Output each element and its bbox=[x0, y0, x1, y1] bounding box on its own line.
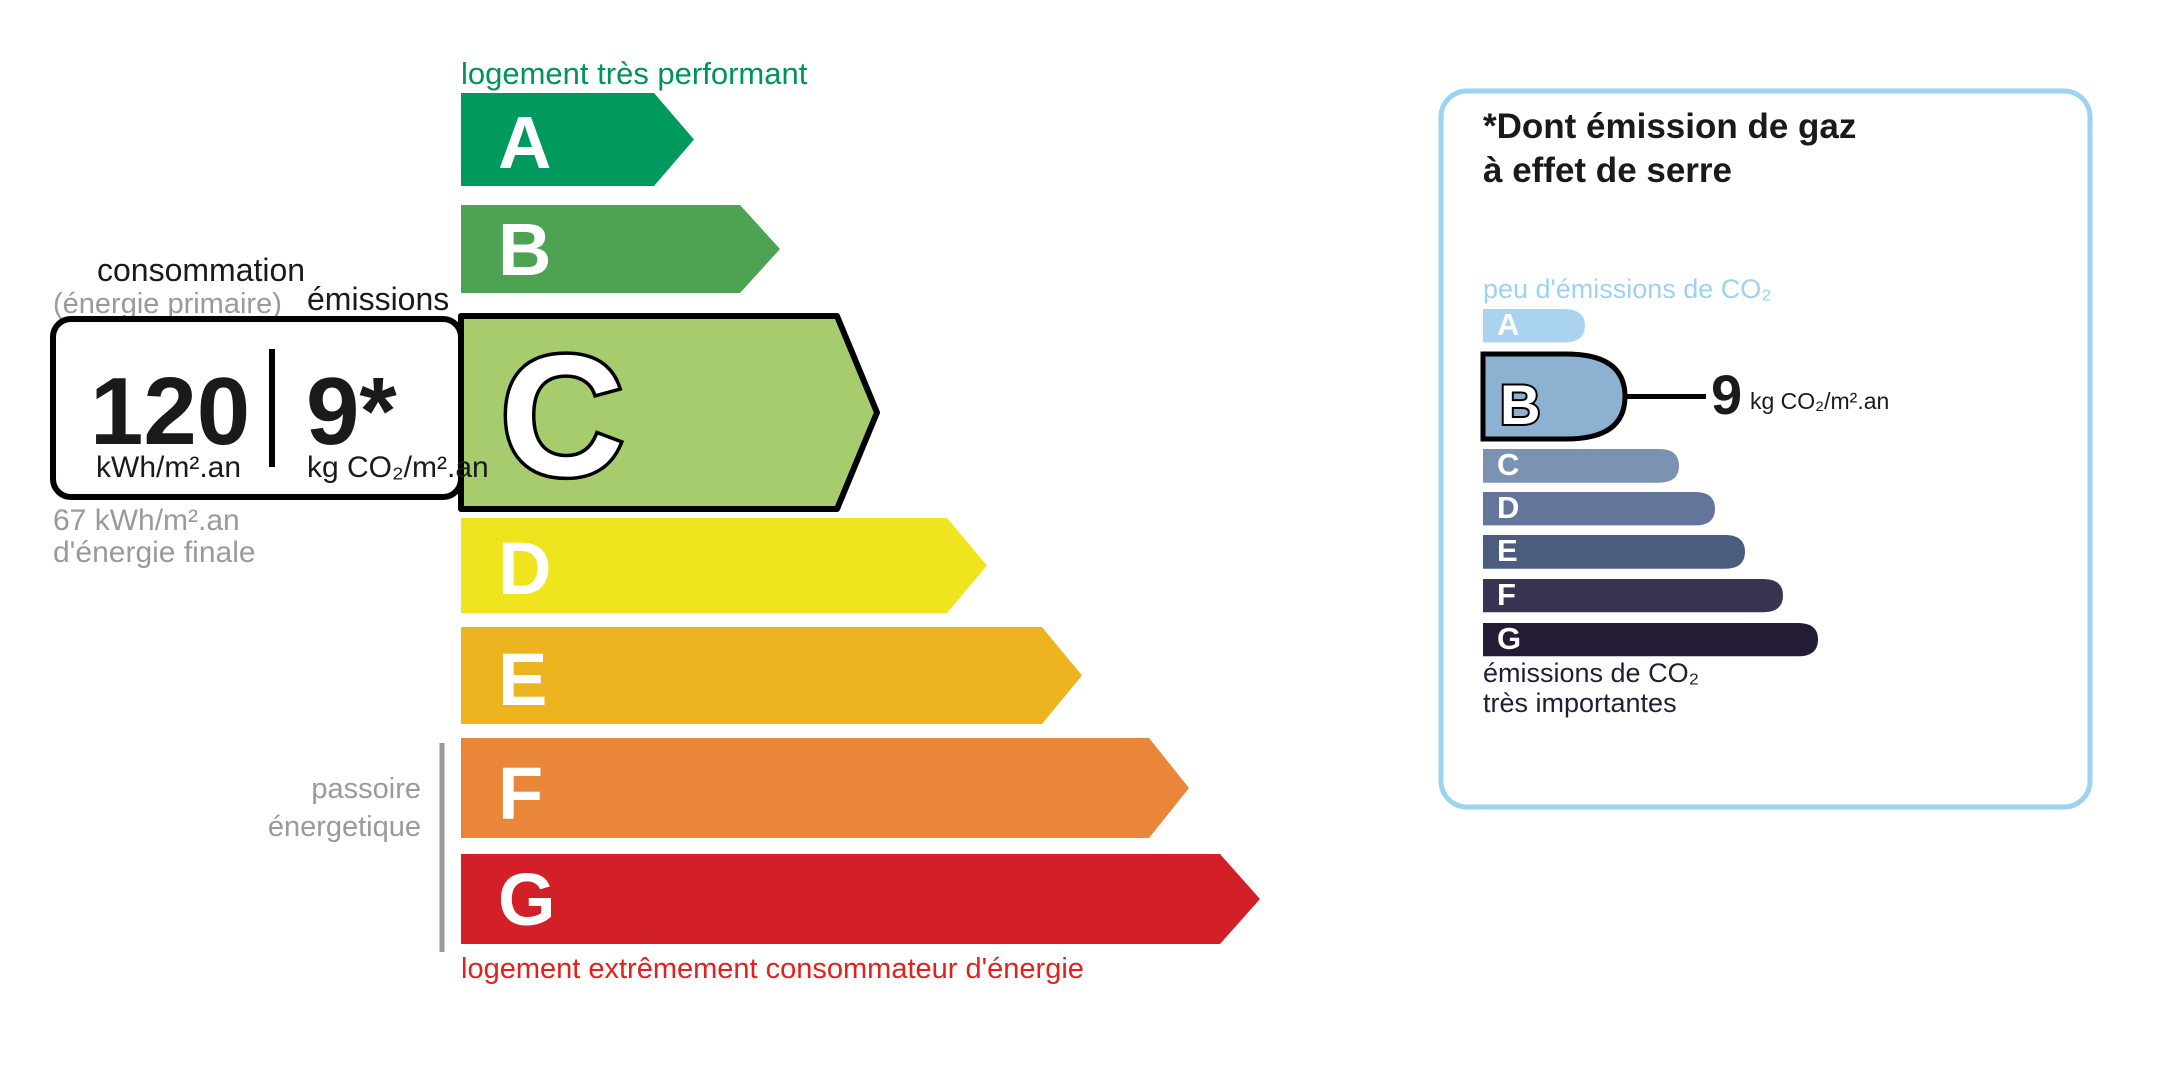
svg-text:logement très performant: logement très performant bbox=[461, 56, 808, 91]
svg-text:kg CO₂/m².an: kg CO₂/m².an bbox=[1750, 388, 1889, 414]
svg-text:à effet de serre: à effet de serre bbox=[1483, 151, 1732, 190]
svg-text:B: B bbox=[1500, 373, 1540, 436]
svg-text:67 kWh/m².an: 67 kWh/m².an bbox=[53, 504, 240, 537]
svg-text:énergetique: énergetique bbox=[268, 811, 421, 843]
svg-text:F: F bbox=[498, 752, 543, 835]
svg-text:passoire: passoire bbox=[311, 773, 421, 805]
svg-text:*Dont émission de gaz: *Dont émission de gaz bbox=[1483, 107, 1856, 146]
svg-text:d'énergie finale: d'énergie finale bbox=[53, 536, 256, 569]
svg-text:B: B bbox=[498, 208, 551, 291]
svg-text:G: G bbox=[1497, 621, 1521, 656]
svg-text:C: C bbox=[500, 320, 624, 512]
svg-text:émissions: émissions bbox=[307, 281, 449, 317]
svg-text:D: D bbox=[1497, 490, 1519, 525]
svg-text:E: E bbox=[498, 638, 547, 721]
svg-text:9: 9 bbox=[1711, 363, 1742, 426]
svg-text:120: 120 bbox=[90, 358, 250, 465]
svg-text:E: E bbox=[1497, 533, 1518, 568]
svg-text:A: A bbox=[1497, 307, 1519, 342]
svg-text:(énergie primaire): (énergie primaire) bbox=[53, 288, 282, 320]
svg-text:C: C bbox=[1497, 447, 1519, 482]
svg-text:très importantes: très importantes bbox=[1483, 688, 1677, 718]
svg-text:kWh/m².an: kWh/m².an bbox=[96, 451, 241, 484]
svg-text:9*: 9* bbox=[306, 358, 397, 465]
svg-text:G: G bbox=[498, 858, 556, 941]
svg-text:émissions de CO₂: émissions de CO₂ bbox=[1483, 658, 1699, 688]
svg-text:logement extrêmement consommat: logement extrêmement consommateur d'éner… bbox=[461, 953, 1084, 985]
svg-text:peu d'émissions de CO₂: peu d'émissions de CO₂ bbox=[1483, 274, 1772, 304]
svg-text:kg CO₂/m².an: kg CO₂/m².an bbox=[307, 451, 489, 484]
svg-text:F: F bbox=[1497, 577, 1516, 612]
svg-text:D: D bbox=[498, 527, 551, 610]
svg-text:A: A bbox=[498, 101, 551, 184]
svg-text:consommation: consommation bbox=[97, 252, 305, 288]
